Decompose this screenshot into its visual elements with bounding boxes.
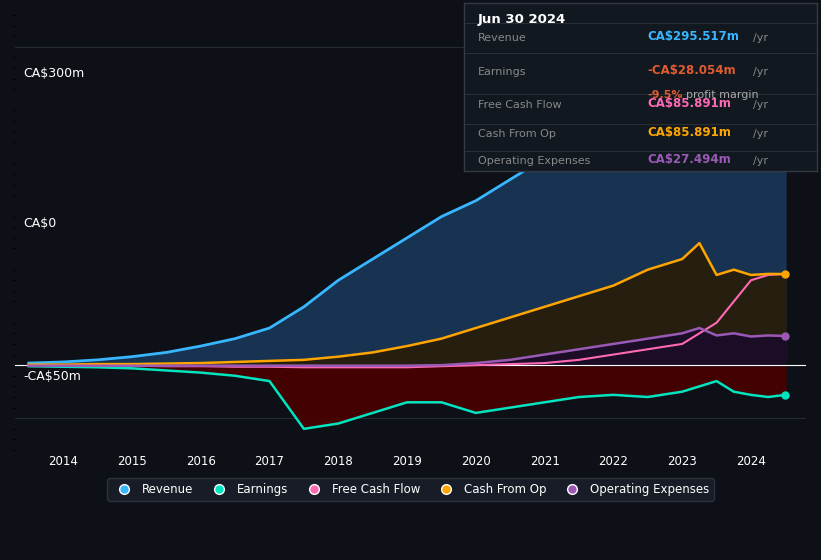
Text: CA$295.517m: CA$295.517m [648, 30, 740, 43]
Text: Jun 30 2024: Jun 30 2024 [478, 13, 566, 26]
Text: CA$27.494m: CA$27.494m [648, 153, 732, 166]
Text: /yr: /yr [754, 67, 768, 77]
Text: Free Cash Flow: Free Cash Flow [478, 100, 562, 110]
Text: CA$0: CA$0 [23, 217, 56, 230]
Text: Cash From Op: Cash From Op [478, 129, 556, 139]
Legend: Revenue, Earnings, Free Cash Flow, Cash From Op, Operating Expenses: Revenue, Earnings, Free Cash Flow, Cash … [108, 478, 713, 501]
Text: Operating Expenses: Operating Expenses [478, 156, 590, 166]
Text: profit margin: profit margin [686, 90, 759, 100]
Text: CA$300m: CA$300m [23, 67, 85, 80]
Text: /yr: /yr [754, 156, 768, 166]
Text: -9.5%: -9.5% [648, 90, 683, 100]
Text: -CA$50m: -CA$50m [23, 370, 80, 382]
Text: /yr: /yr [754, 129, 768, 139]
Text: /yr: /yr [754, 100, 768, 110]
Text: /yr: /yr [754, 33, 768, 43]
Text: Revenue: Revenue [478, 33, 527, 43]
Text: CA$85.891m: CA$85.891m [648, 97, 732, 110]
Text: CA$85.891m: CA$85.891m [648, 126, 732, 139]
Text: -CA$28.054m: -CA$28.054m [648, 64, 736, 77]
Text: Earnings: Earnings [478, 67, 526, 77]
